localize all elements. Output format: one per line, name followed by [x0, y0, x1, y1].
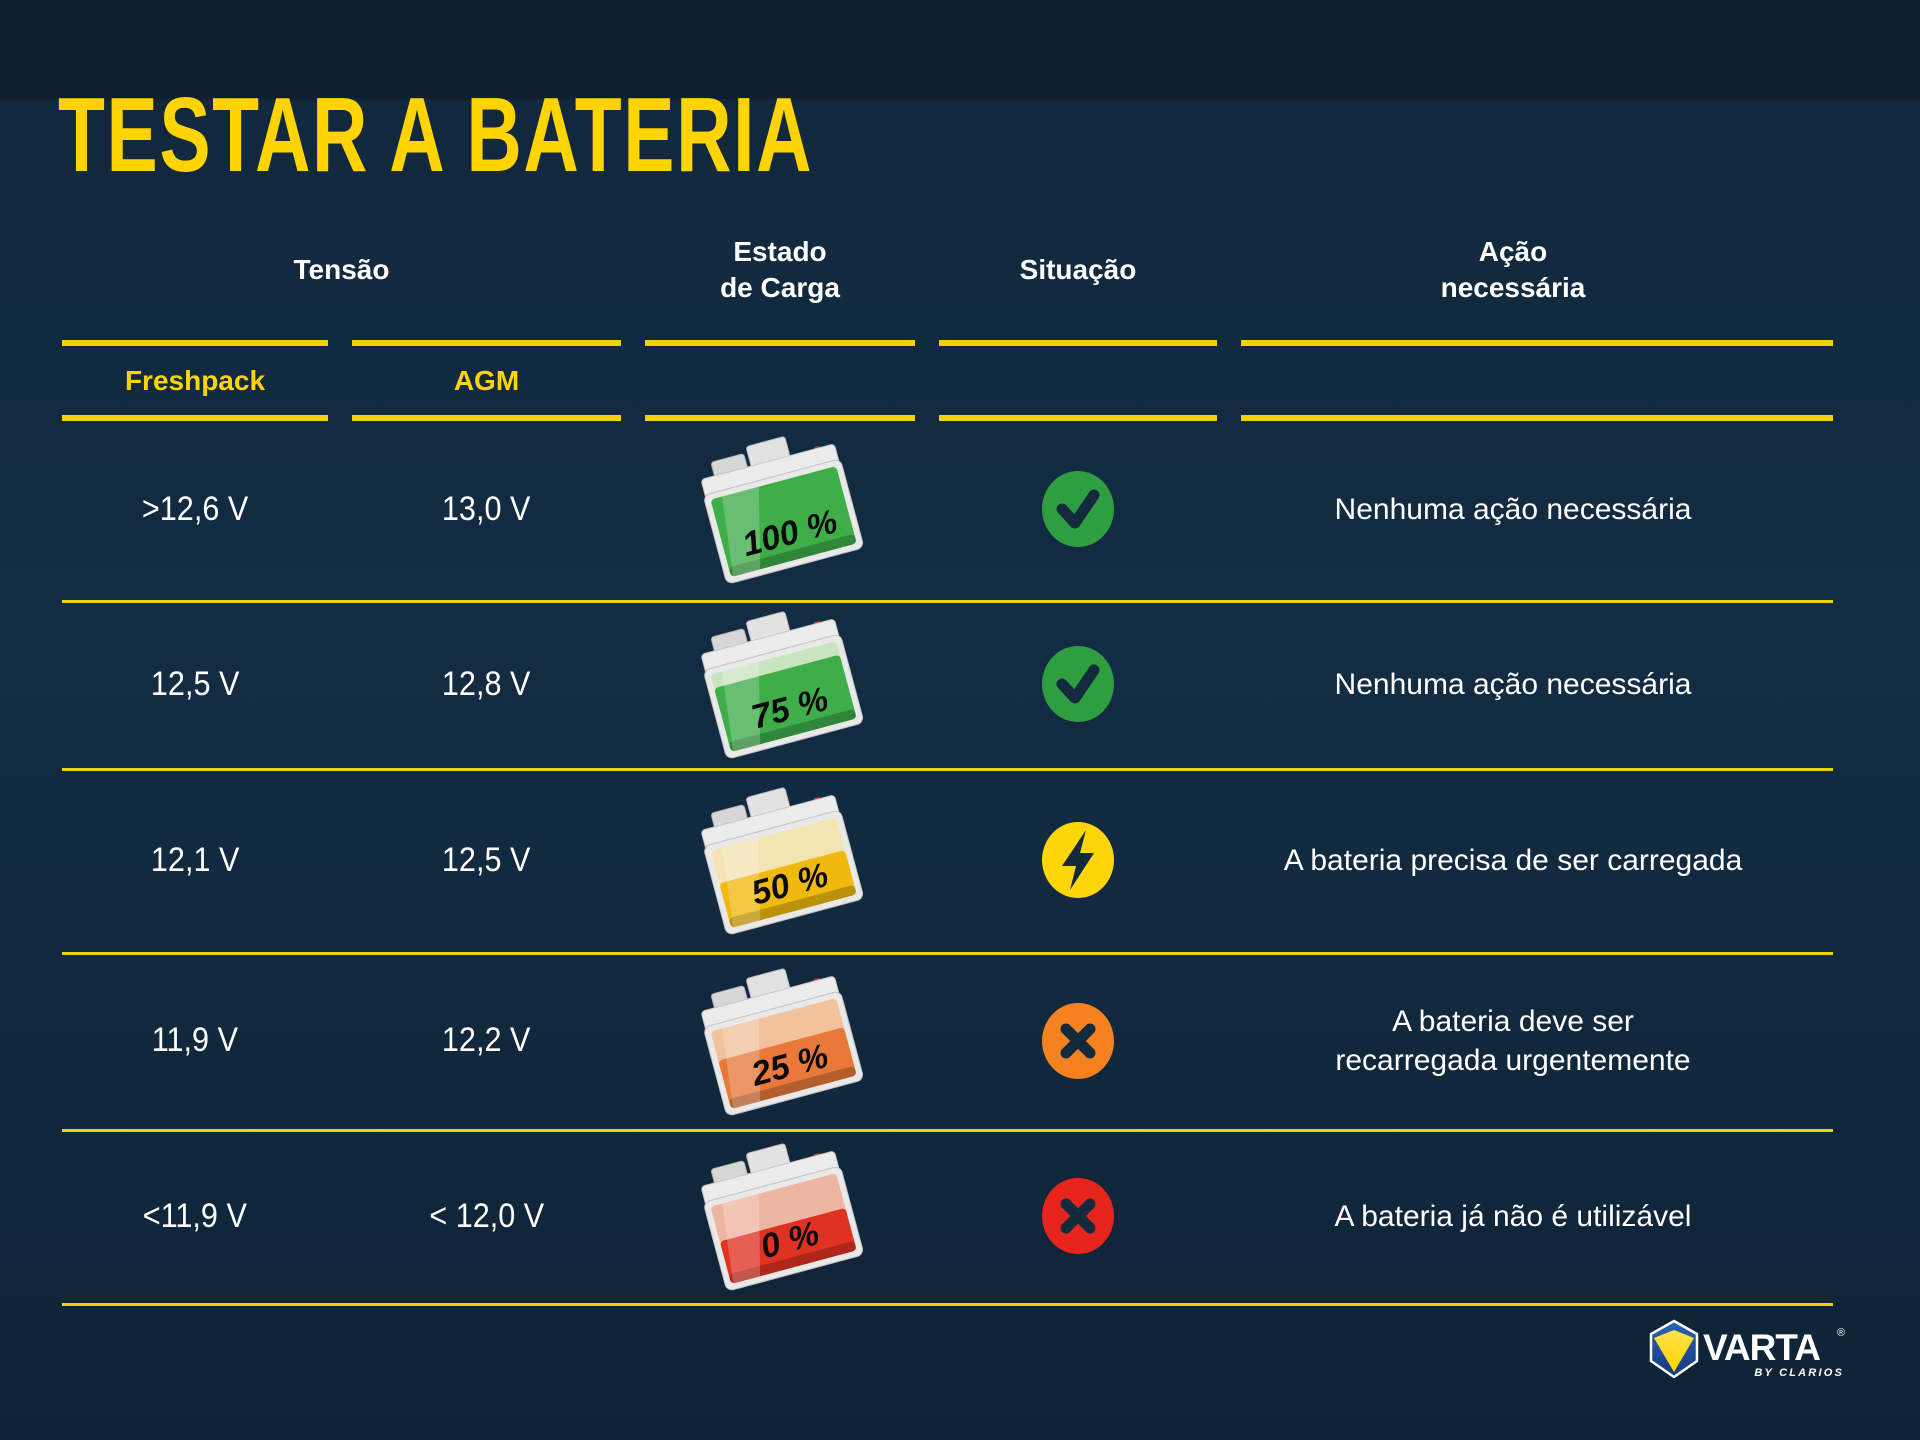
action-text: Nenhuma ação necessária	[1334, 492, 1692, 526]
subheader-rule-col4	[939, 415, 1217, 421]
row-separator-2	[62, 768, 1833, 771]
header-rule-col3	[645, 340, 915, 346]
status-unusable-cross-icon	[939, 1129, 1217, 1303]
subheader-rule-col5	[1241, 415, 1833, 421]
subheader-rule-col1	[62, 415, 328, 421]
varta-cube-logo-icon	[1649, 1319, 1699, 1379]
subheader-rule-col2	[352, 415, 621, 421]
row-separator-4	[62, 1129, 1833, 1132]
header-estado-line1: Estado	[733, 236, 827, 267]
header-rule-col2	[352, 340, 621, 346]
table-row: 12,1 V 12,5 V 50 %	[0, 768, 1920, 952]
varta-logo: VARTA ® BY CLARIOS	[1646, 1318, 1848, 1380]
subheader-agm: AGM	[453, 364, 520, 396]
header-acao-necessaria: Ação necessária	[1233, 234, 1793, 306]
action-text: Nenhuma ação necessária	[1334, 667, 1692, 701]
voltage-agm-value: 13,0 V	[442, 489, 531, 528]
header-rule-col4	[939, 340, 1217, 346]
header-estado-de-carga: Estado de Carga	[645, 234, 915, 306]
header-rule-col1	[62, 340, 328, 346]
header-acao-line2: necessária	[1440, 272, 1586, 303]
voltage-agm-value: 12,2 V	[442, 1021, 531, 1059]
voltage-agm-value: 12,8 V	[442, 664, 531, 703]
battery-charge-75-icon: 75 %	[645, 600, 915, 768]
voltage-freshpack-value: >12,6 V	[141, 489, 249, 528]
subheader-freshpack: Freshpack	[124, 364, 266, 396]
battery-charge-50-icon: 50 %	[645, 768, 915, 952]
row-separator-3	[62, 952, 1833, 955]
action-text: A bateria deve ser recarregada urgenteme…	[1335, 1004, 1691, 1077]
action-text: A bateria precisa de ser carregada	[1283, 843, 1743, 877]
table-row: <11,9 V < 12,0 V 0 %	[0, 1129, 1920, 1303]
battery-charge-0-icon: 0 %	[645, 1129, 915, 1303]
voltage-freshpack-value: <11,9 V	[142, 1196, 248, 1235]
page-title: TESTAR A BATERIA	[58, 76, 814, 194]
table-row: 12,5 V 12,8 V 75 %	[0, 600, 1920, 768]
voltage-agm-value: 12,5 V	[442, 840, 531, 879]
voltage-agm-value: < 12,0 V	[429, 1196, 544, 1235]
varta-wordmark: VARTA	[1703, 1327, 1820, 1368]
header-situacao: Situação	[1019, 254, 1137, 285]
status-ok-check-icon	[939, 600, 1217, 768]
action-text: A bateria já não é utilizável	[1334, 1199, 1692, 1233]
voltage-freshpack-value: 12,1 V	[150, 840, 240, 879]
header-acao-line1: Ação	[1478, 236, 1548, 267]
row-separator-1	[62, 600, 1833, 603]
table-row: 11,9 V 12,2 V 25 %	[0, 952, 1920, 1129]
header-rule-col5	[1241, 340, 1833, 346]
header-tensao: Tensão	[293, 254, 390, 285]
row-separator-5	[62, 1303, 1833, 1306]
status-recharge-urgently-cross-icon	[939, 952, 1217, 1129]
voltage-freshpack-value: 11,9 V	[151, 1021, 239, 1059]
status-ok-check-icon	[939, 418, 1217, 600]
battery-charge-25-icon: 25 %	[645, 952, 915, 1129]
header-estado-line2: de Carga	[720, 272, 840, 303]
status-needs-charge-bolt-icon	[939, 768, 1217, 952]
subheader-rule-col3	[645, 415, 915, 421]
logo-tagline: BY CLARIOS	[1754, 1367, 1844, 1379]
voltage-freshpack-value: 12,5 V	[150, 664, 240, 703]
table-row: >12,6 V 13,0 V 100 %	[0, 418, 1920, 600]
registered-trademark-symbol: ®	[1837, 1327, 1845, 1339]
battery-charge-100-icon: 100 %	[645, 418, 915, 600]
